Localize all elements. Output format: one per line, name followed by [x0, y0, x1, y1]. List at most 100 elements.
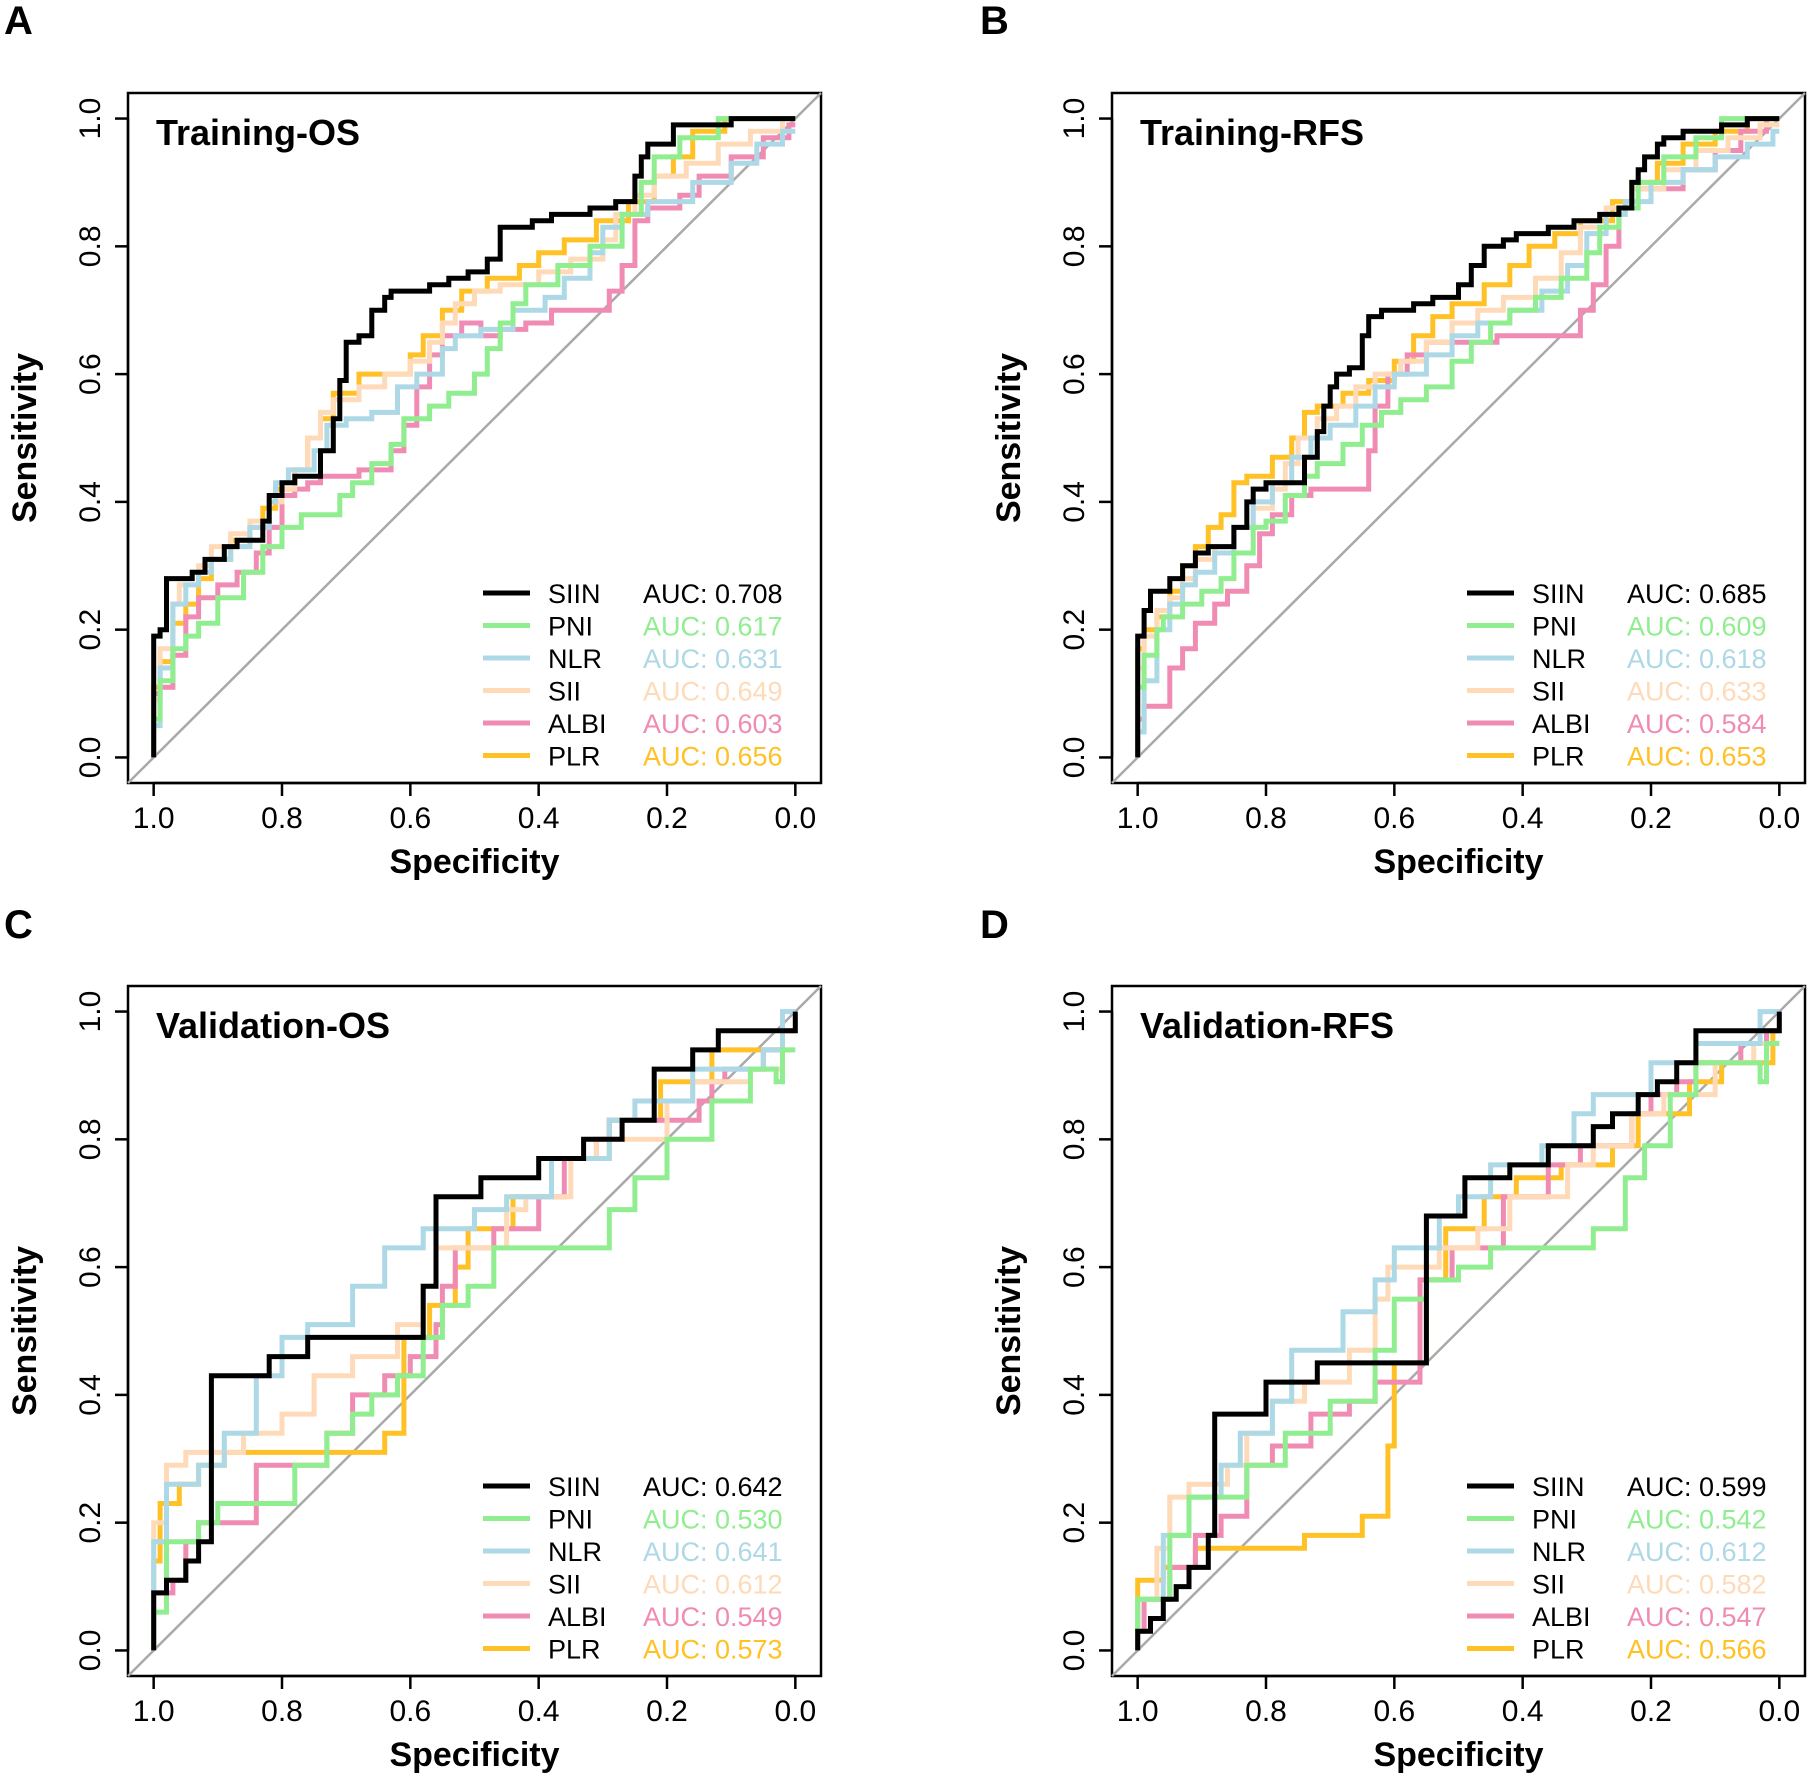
y-tick-label: 1.0: [1058, 991, 1091, 1033]
roc-curve-siin: [151, 116, 796, 758]
diagonal-reference-line: [127, 92, 822, 784]
legend-auc-value: AUC: 0.612: [643, 1570, 783, 1600]
x-tick-label: 0.0: [1758, 802, 1800, 835]
x-tick-label: 1.0: [1117, 1695, 1159, 1728]
y-tick-label: 0.0: [1058, 737, 1091, 779]
legend-label: NLR: [1532, 644, 1586, 674]
legend-label: PNI: [1532, 1505, 1577, 1535]
panel-letter: B: [980, 0, 1009, 43]
x-tick-label: 0.4: [1502, 1695, 1544, 1728]
legend-label: PLR: [1532, 742, 1585, 772]
x-axis-label: Specificity: [1373, 843, 1543, 881]
y-tick-label: 1.0: [74, 98, 107, 140]
legend-label: ALBI: [548, 709, 607, 739]
roc-panel-c: C 1.0 0.8 0.6 0.4 0.2 0.0 Specificity 0.0 0.2 0.4 0…: [4, 903, 823, 1774]
roc-curve-pni: [151, 116, 796, 758]
legend-label: PNI: [548, 612, 593, 642]
legend-label: NLR: [548, 644, 602, 674]
roc-panel-b: B 1.0 0.8 0.6 0.4 0.2 0.0 Specificity 0.0 0.2 0.4 0…: [980, 0, 1807, 881]
x-tick-label: 0.6: [389, 802, 431, 835]
x-tick-label: 0.8: [261, 1695, 303, 1728]
legend-label: PLR: [548, 1635, 601, 1665]
legend-label: SIIN: [1532, 579, 1585, 609]
roc-curve-siin: [1135, 116, 1780, 758]
legend-auc-value: AUC: 0.656: [643, 742, 783, 772]
x-tick-label: 0.0: [774, 1695, 816, 1728]
legend-auc-value: AUC: 0.609: [1627, 612, 1767, 642]
y-tick-label: 0.6: [1058, 353, 1091, 395]
y-axis-label: Sensitivity: [990, 353, 1028, 523]
x-tick-label: 0.4: [518, 1695, 560, 1728]
legend-auc-value: AUC: 0.618: [1627, 644, 1767, 674]
x-tick-label: 0.0: [774, 802, 816, 835]
x-axis-label: Specificity: [389, 1736, 559, 1774]
roc-panel-d: D 1.0 0.8 0.6 0.4 0.2 0.0 Specificity 0.0 0.2 0.4 0…: [980, 903, 1807, 1774]
legend: SIIN AUC: 0.708 PNI AUC: 0.617 NLR AUC: 0.631…: [483, 579, 783, 772]
legend-label: NLR: [1532, 1537, 1586, 1567]
legend-auc-value: AUC: 0.642: [643, 1472, 783, 1502]
legend-auc-value: AUC: 0.649: [643, 677, 783, 707]
roc-curve-plr: [1135, 1028, 1780, 1651]
legend-auc-value: AUC: 0.566: [1627, 1635, 1767, 1665]
legend-label: PLR: [1532, 1635, 1585, 1665]
panel-letter: D: [980, 903, 1009, 947]
legend-auc-value: AUC: 0.612: [1627, 1537, 1767, 1567]
panel-letter: A: [4, 0, 33, 43]
y-tick-label: 0.4: [1058, 1374, 1091, 1416]
legend-label: SIIN: [548, 579, 601, 609]
legend-label: PNI: [1532, 612, 1577, 642]
legend-auc-value: AUC: 0.685: [1627, 579, 1767, 609]
legend-auc-value: AUC: 0.641: [643, 1537, 783, 1567]
roc-curve-sii: [1135, 1041, 1780, 1651]
legend-label: ALBI: [1532, 709, 1591, 739]
legend-auc-value: AUC: 0.708: [643, 579, 783, 609]
y-tick-label: 1.0: [1058, 98, 1091, 140]
x-tick-label: 0.0: [1758, 1695, 1800, 1728]
y-tick-label: 0.4: [74, 481, 107, 523]
legend-label: PNI: [548, 1505, 593, 1535]
roc-curve-siin: [1135, 1011, 1782, 1651]
y-tick-label: 0.6: [1058, 1246, 1091, 1288]
legend-label: SII: [548, 1570, 581, 1600]
panel-letter: C: [4, 903, 33, 947]
y-tick-label: 0.8: [74, 1118, 107, 1160]
legend-label: SII: [1532, 677, 1565, 707]
legend-auc-value: AUC: 0.530: [643, 1505, 783, 1535]
legend-auc-value: AUC: 0.582: [1627, 1570, 1767, 1600]
panel-title: Validation-OS: [156, 1005, 390, 1046]
y-tick-label: 0.8: [1058, 1118, 1091, 1160]
x-axis-label: Specificity: [389, 843, 559, 881]
y-tick-label: 0.0: [1058, 1630, 1091, 1672]
panel-title: Training-OS: [156, 112, 360, 153]
legend-label: ALBI: [548, 1602, 607, 1632]
legend-label: SIIN: [1532, 1472, 1585, 1502]
legend-auc-value: AUC: 0.617: [643, 612, 783, 642]
y-tick-label: 1.0: [74, 991, 107, 1033]
y-tick-label: 0.8: [1058, 225, 1091, 267]
y-tick-label: 0.0: [74, 737, 107, 779]
y-axis-label: Sensitivity: [6, 353, 44, 523]
legend-label: SII: [548, 677, 581, 707]
legend: SIIN AUC: 0.599 PNI AUC: 0.542 NLR AUC: 0.612…: [1467, 1472, 1767, 1665]
legend: SIIN AUC: 0.685 PNI AUC: 0.609 NLR AUC: 0.618…: [1467, 579, 1767, 772]
x-tick-label: 0.6: [389, 1695, 431, 1728]
y-tick-label: 0.2: [1058, 609, 1091, 651]
legend-label: NLR: [548, 1537, 602, 1567]
legend-auc-value: AUC: 0.631: [643, 644, 783, 674]
diagonal-reference-line: [1111, 92, 1806, 784]
y-tick-label: 0.6: [74, 1246, 107, 1288]
x-tick-label: 0.2: [646, 1695, 688, 1728]
y-axis-label: Sensitivity: [990, 1246, 1028, 1416]
roc-curve-pni: [151, 1047, 796, 1651]
x-tick-label: 1.0: [133, 1695, 175, 1728]
y-tick-label: 0.6: [74, 353, 107, 395]
x-tick-label: 0.8: [1245, 1695, 1287, 1728]
y-tick-label: 0.2: [1058, 1502, 1091, 1544]
legend-auc-value: AUC: 0.542: [1627, 1505, 1767, 1535]
roc-curve-pni: [1135, 116, 1780, 758]
roc-panel-a: A 1.0 0.8 0.6 0.4 0.2 0.0 Specificity 0.0 0.2 0.4 0…: [4, 0, 823, 881]
x-tick-label: 0.4: [1502, 802, 1544, 835]
y-axis-label: Sensitivity: [6, 1246, 44, 1416]
x-tick-label: 0.4: [518, 802, 560, 835]
legend-auc-value: AUC: 0.653: [1627, 742, 1767, 772]
